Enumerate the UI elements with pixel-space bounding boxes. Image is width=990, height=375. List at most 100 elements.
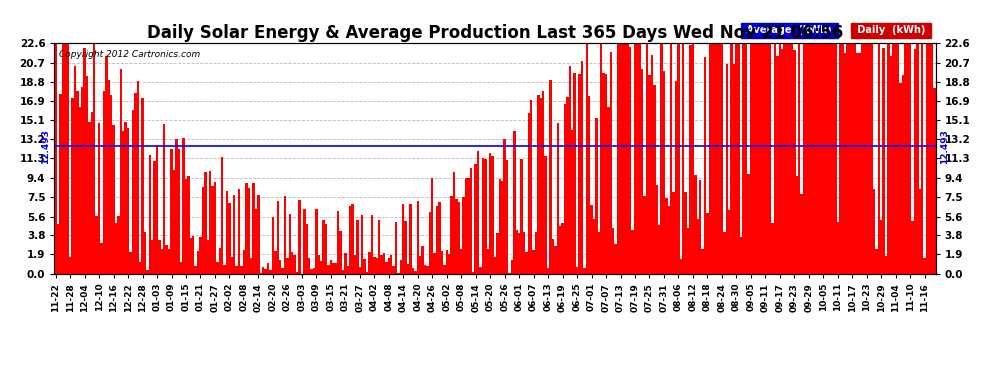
Bar <box>491 156 494 274</box>
Bar <box>931 34 934 274</box>
Bar <box>851 34 853 274</box>
Bar <box>385 262 387 274</box>
Bar <box>921 34 924 274</box>
Bar <box>581 61 583 274</box>
Bar <box>873 189 875 274</box>
Bar <box>832 34 835 274</box>
Bar <box>310 269 313 274</box>
Bar <box>598 232 600 274</box>
Bar <box>252 183 254 274</box>
Bar <box>332 263 335 274</box>
Bar <box>296 272 298 274</box>
Bar <box>637 34 639 274</box>
Bar <box>723 232 726 274</box>
Bar <box>142 98 144 274</box>
Bar <box>660 34 662 274</box>
Bar <box>422 246 424 274</box>
Bar <box>115 223 117 274</box>
Bar <box>447 254 450 274</box>
Bar <box>281 268 284 274</box>
Bar <box>474 164 477 274</box>
Bar <box>424 264 427 274</box>
Bar <box>858 53 860 274</box>
Bar <box>320 261 323 274</box>
Bar <box>254 209 257 274</box>
Bar <box>427 266 429 274</box>
Bar <box>155 145 158 274</box>
Bar <box>583 268 585 274</box>
Bar <box>182 138 185 274</box>
Bar <box>825 34 827 274</box>
Bar <box>431 177 434 274</box>
Bar <box>929 34 931 274</box>
Bar <box>61 34 64 274</box>
Bar <box>91 112 93 274</box>
Bar <box>771 224 774 274</box>
Bar <box>892 34 895 274</box>
Bar <box>202 187 204 274</box>
Bar <box>342 270 345 274</box>
Bar <box>924 258 926 274</box>
Bar <box>798 34 800 274</box>
Bar <box>754 34 757 274</box>
Bar <box>368 252 370 274</box>
Bar <box>620 34 622 274</box>
Bar <box>711 34 714 274</box>
Bar <box>177 149 180 274</box>
Bar <box>306 224 308 274</box>
Title: Daily Solar Energy & Average Production Last 365 Days Wed Nov 21 06:56: Daily Solar Energy & Average Production … <box>147 24 843 42</box>
Bar <box>419 256 422 274</box>
Bar <box>566 97 568 274</box>
Bar <box>450 196 452 274</box>
Bar <box>521 159 523 274</box>
Bar <box>523 232 525 274</box>
Bar <box>815 34 818 274</box>
Bar <box>279 260 281 274</box>
Bar <box>291 252 293 274</box>
Bar <box>207 240 209 274</box>
Bar <box>658 225 660 274</box>
Bar <box>293 255 296 274</box>
Bar <box>444 265 446 274</box>
Bar <box>226 190 229 274</box>
Bar <box>687 228 689 274</box>
Text: Average  (kWh): Average (kWh) <box>743 26 836 36</box>
Bar <box>885 256 887 274</box>
Bar <box>219 248 221 274</box>
Bar <box>71 98 74 274</box>
Text: 12.493: 12.493 <box>940 129 949 164</box>
Bar <box>805 34 808 274</box>
Text: Daily  (kWh): Daily (kWh) <box>853 26 929 36</box>
Bar <box>246 183 248 274</box>
Bar <box>837 222 839 274</box>
Bar <box>757 34 759 274</box>
Bar <box>392 266 395 274</box>
Bar <box>571 130 573 274</box>
Bar <box>752 34 754 274</box>
Bar <box>262 267 264 274</box>
Bar <box>670 36 672 274</box>
Bar <box>250 258 252 274</box>
Bar <box>489 153 491 274</box>
Text: 12.493: 12.493 <box>41 129 50 164</box>
Bar <box>400 260 402 274</box>
Bar <box>194 266 197 274</box>
Bar <box>525 252 528 274</box>
Bar <box>907 34 909 274</box>
Bar <box>870 34 873 274</box>
Bar <box>701 249 704 274</box>
Bar <box>214 182 216 274</box>
Bar <box>132 111 134 274</box>
Bar <box>926 34 929 274</box>
Bar <box>853 41 856 274</box>
Bar <box>303 209 306 274</box>
Bar <box>590 205 593 274</box>
Bar <box>269 270 271 274</box>
Bar <box>323 220 325 274</box>
Bar <box>185 179 187 274</box>
Bar <box>578 74 581 274</box>
Bar <box>436 206 439 274</box>
Bar <box>736 34 738 274</box>
Bar <box>76 91 78 274</box>
Bar <box>81 87 83 274</box>
